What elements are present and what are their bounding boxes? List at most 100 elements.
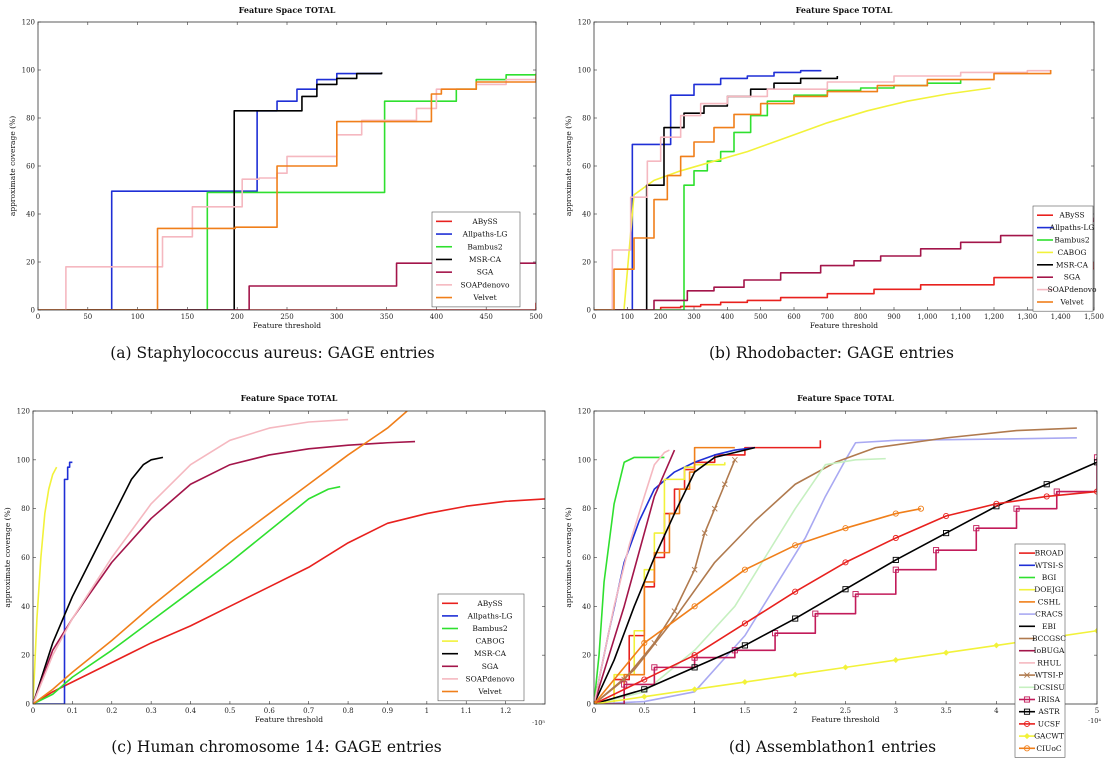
series-marker-ciuoc (842, 525, 849, 532)
series-marker-irisa (812, 610, 819, 617)
plot-frame (593, 410, 1098, 705)
x-tick-label: 2.5 (840, 707, 851, 715)
series-line-sga (38, 262, 536, 310)
series-line-cabog (594, 87, 991, 310)
legend-label-broad: BROAD (1035, 549, 1064, 558)
x-tick-label: 1,200 (984, 313, 1004, 321)
legend-label-doejgi: DOEJGI (1034, 585, 1064, 594)
legend-label-allpaths-lg: Allpaths-LG (467, 611, 513, 620)
series-line-abyss (594, 262, 1094, 310)
series-marker-ciuoc (892, 510, 899, 517)
legend-label-velvet: Velvet (1059, 298, 1083, 307)
series-marker-ucsf (1093, 488, 1097, 495)
x-tick-label: 500 (529, 313, 542, 321)
series-marker-astr (943, 530, 950, 537)
x-tick-label: 0.3 (146, 707, 157, 715)
x-tick-label: 1.2 (500, 707, 511, 715)
series-marker-ucsf (641, 676, 648, 683)
series-marker-ciuoc (917, 505, 925, 512)
legend-label-abyss: ABySS (1058, 211, 1084, 220)
series-marker-ucsf (943, 512, 950, 520)
series-group (594, 427, 1097, 704)
y-tick-label: 0 (26, 701, 30, 709)
x-tick-label: 300 (687, 313, 700, 321)
x-axis-multiplier: ·10⁴ (1088, 717, 1101, 725)
series-line-bccgsc (594, 427, 1077, 704)
legend-label-rhul: RHUL (1037, 658, 1061, 667)
series-marker-astr (892, 556, 899, 563)
legend: ABySS Allpaths-LG Bambus2 CABOG MSR-CA SGA SOA… (1032, 205, 1097, 312)
legend-box (1032, 205, 1094, 312)
chart-title: Feature Space TOTAL (797, 393, 894, 403)
legend-label-cshl: CSHL (1038, 597, 1060, 606)
legend-label-iobuga: IoBUGA (1034, 646, 1065, 655)
x-tick-label: 1,400 (1051, 313, 1071, 321)
series-marker-astr (741, 642, 748, 649)
legend-label-astr: ASTR (1037, 707, 1060, 716)
x-tick-label: 1.5 (739, 707, 750, 715)
caption-c: (c) Human chromosome 14: GAGE entries (111, 738, 442, 756)
chart-title: Feature Space TOTAL (239, 5, 336, 15)
legend-label-soapdenovo: SOAPdenovo (465, 674, 515, 683)
y-tick-label: 0 (31, 307, 35, 315)
x-axis-label: Feature threshold (810, 321, 878, 330)
legend-label-msr-ca: MSR-CA (474, 649, 507, 658)
x-axis-multiplier: ·10⁵ (532, 719, 545, 727)
legend-label-dcsisu: DCSISU (1033, 683, 1064, 692)
x-tick-label: 500 (754, 313, 767, 321)
series-line-bambus2 (33, 485, 341, 704)
y-tick-label: 60 (582, 163, 591, 171)
series-marker-astr (641, 686, 648, 693)
series-line-velvet (33, 411, 408, 704)
x-tick-label: 0 (592, 313, 596, 321)
x-tick-label: 800 (854, 313, 867, 321)
y-axis-label: approximate coverage (%) (564, 116, 573, 216)
series-line-ebi (594, 446, 756, 704)
y-axis-label: approximate coverage (%) (8, 116, 17, 216)
x-tick-label: 0.7 (303, 707, 314, 715)
legend-label-sga: SGA (1064, 273, 1081, 282)
y-tick-label: 40 (21, 603, 30, 611)
x-tick-label: 400 (430, 313, 443, 321)
series-marker-wtsi-p (651, 640, 658, 646)
coverage-chart-b: Feature Space TOTAL 0 20 40 60 80 100 120 0 100 20… (564, 5, 1104, 330)
plot-frame (37, 21, 537, 311)
x-tick-label: 900 (887, 313, 900, 321)
legend-label-cabog: CABOG (1058, 248, 1087, 257)
series-line-sga (594, 217, 1094, 310)
legend-marker-astr (1023, 708, 1031, 715)
series-line-bgi (594, 456, 665, 704)
x-tick-label: 1 (692, 707, 696, 715)
y-tick-label: 100 (17, 456, 30, 464)
x-tick-label: 1 (425, 707, 429, 715)
x-tick-label: 200 (231, 313, 244, 321)
axis-ticks: 0 20 40 60 80 100 120 0 50 100 150 200 250 300 350 400 4… (22, 19, 543, 322)
x-tick-label: 0.1 (67, 707, 78, 715)
series-marker-ucsf (691, 652, 698, 659)
legend: BROAD WTSI-S BGI DOEJGI CSHL CRACS EBI BCCGSC Io… (1014, 543, 1066, 758)
x-tick-label: 2 (793, 707, 797, 715)
series-marker-astr (792, 615, 799, 622)
plot-frame (32, 410, 546, 705)
series-line-soapdenovo (594, 69, 1052, 310)
series-marker-ucsf (842, 559, 849, 566)
caption-d: (d) Assemblathon1 entries (728, 738, 937, 756)
legend-label-ebi: EBI (1042, 622, 1056, 631)
x-tick-label: 400 (721, 313, 734, 321)
series-line-cabog (33, 466, 58, 704)
series-marker-astr (691, 664, 698, 671)
legend-label-wtsi-p: WTSI-P (1035, 671, 1063, 680)
y-tick-label: 120 (17, 408, 30, 416)
coverage-chart-c: Feature Space TOTAL 0 20 40 60 80 100 120 0 0.1 0.… (3, 393, 546, 727)
x-tick-label: 100 (131, 313, 144, 321)
coverage-chart-a: Feature Space TOTAL 0 20 40 60 80 100 120 0 50 100… (8, 5, 543, 330)
chart-panel-d: Feature Space TOTAL 0 20 40 60 80 100 120 0 0.5 1 1… (558, 387, 1107, 758)
series-marker-gacwt (641, 693, 648, 700)
chart-panel-c: Feature Space TOTAL 0 20 40 60 80 100 120 0 0.1 0.… (0, 387, 553, 727)
x-tick-label: 1.1 (461, 707, 472, 715)
series-marker-gacwt (892, 657, 899, 664)
series-line-velvet (594, 70, 1052, 310)
y-tick-label: 80 (582, 505, 591, 513)
x-tick-label: 250 (280, 313, 293, 321)
series-marker-irisa (973, 525, 980, 532)
